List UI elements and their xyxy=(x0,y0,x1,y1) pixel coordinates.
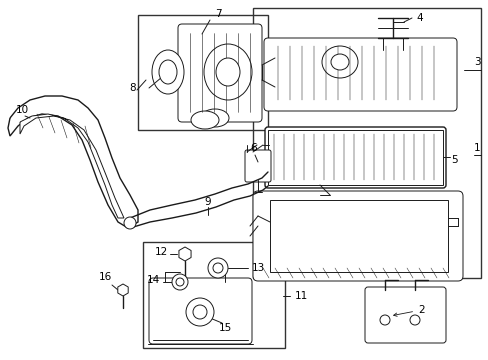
FancyBboxPatch shape xyxy=(364,287,445,343)
Text: 10: 10 xyxy=(16,105,28,115)
Bar xyxy=(142,242,285,348)
PathPatch shape xyxy=(20,114,124,218)
FancyBboxPatch shape xyxy=(244,150,270,182)
Text: 7: 7 xyxy=(214,9,221,19)
Ellipse shape xyxy=(213,263,223,273)
Ellipse shape xyxy=(330,54,348,70)
Text: 12: 12 xyxy=(154,247,168,257)
Bar xyxy=(267,130,442,185)
Ellipse shape xyxy=(409,315,419,325)
Text: 13: 13 xyxy=(251,263,264,273)
Ellipse shape xyxy=(176,278,183,286)
Ellipse shape xyxy=(152,50,183,94)
Text: 3: 3 xyxy=(473,57,479,67)
Bar xyxy=(269,200,447,272)
FancyBboxPatch shape xyxy=(178,24,262,122)
Text: 4: 4 xyxy=(416,13,423,23)
FancyBboxPatch shape xyxy=(149,278,251,344)
Text: 6: 6 xyxy=(250,143,257,153)
FancyBboxPatch shape xyxy=(264,38,456,111)
Ellipse shape xyxy=(379,315,389,325)
Ellipse shape xyxy=(203,44,251,100)
Ellipse shape xyxy=(172,274,187,290)
Ellipse shape xyxy=(191,111,219,129)
Ellipse shape xyxy=(321,46,357,78)
PathPatch shape xyxy=(8,96,138,228)
Bar xyxy=(252,8,480,278)
Text: 14: 14 xyxy=(146,275,160,285)
Text: 15: 15 xyxy=(218,323,231,333)
Bar xyxy=(138,15,267,130)
Text: 2: 2 xyxy=(393,305,424,316)
FancyBboxPatch shape xyxy=(252,191,462,281)
Ellipse shape xyxy=(193,305,206,319)
Ellipse shape xyxy=(124,217,136,229)
Text: 1: 1 xyxy=(473,143,479,153)
Text: 16: 16 xyxy=(98,272,111,282)
Ellipse shape xyxy=(207,258,227,278)
Text: 8: 8 xyxy=(129,83,136,93)
Text: 9: 9 xyxy=(204,197,211,207)
Ellipse shape xyxy=(216,58,240,86)
Text: 11: 11 xyxy=(294,291,307,301)
FancyBboxPatch shape xyxy=(264,127,445,188)
Ellipse shape xyxy=(185,298,214,326)
Ellipse shape xyxy=(201,109,228,127)
Ellipse shape xyxy=(159,60,177,84)
Text: 5: 5 xyxy=(451,155,457,165)
